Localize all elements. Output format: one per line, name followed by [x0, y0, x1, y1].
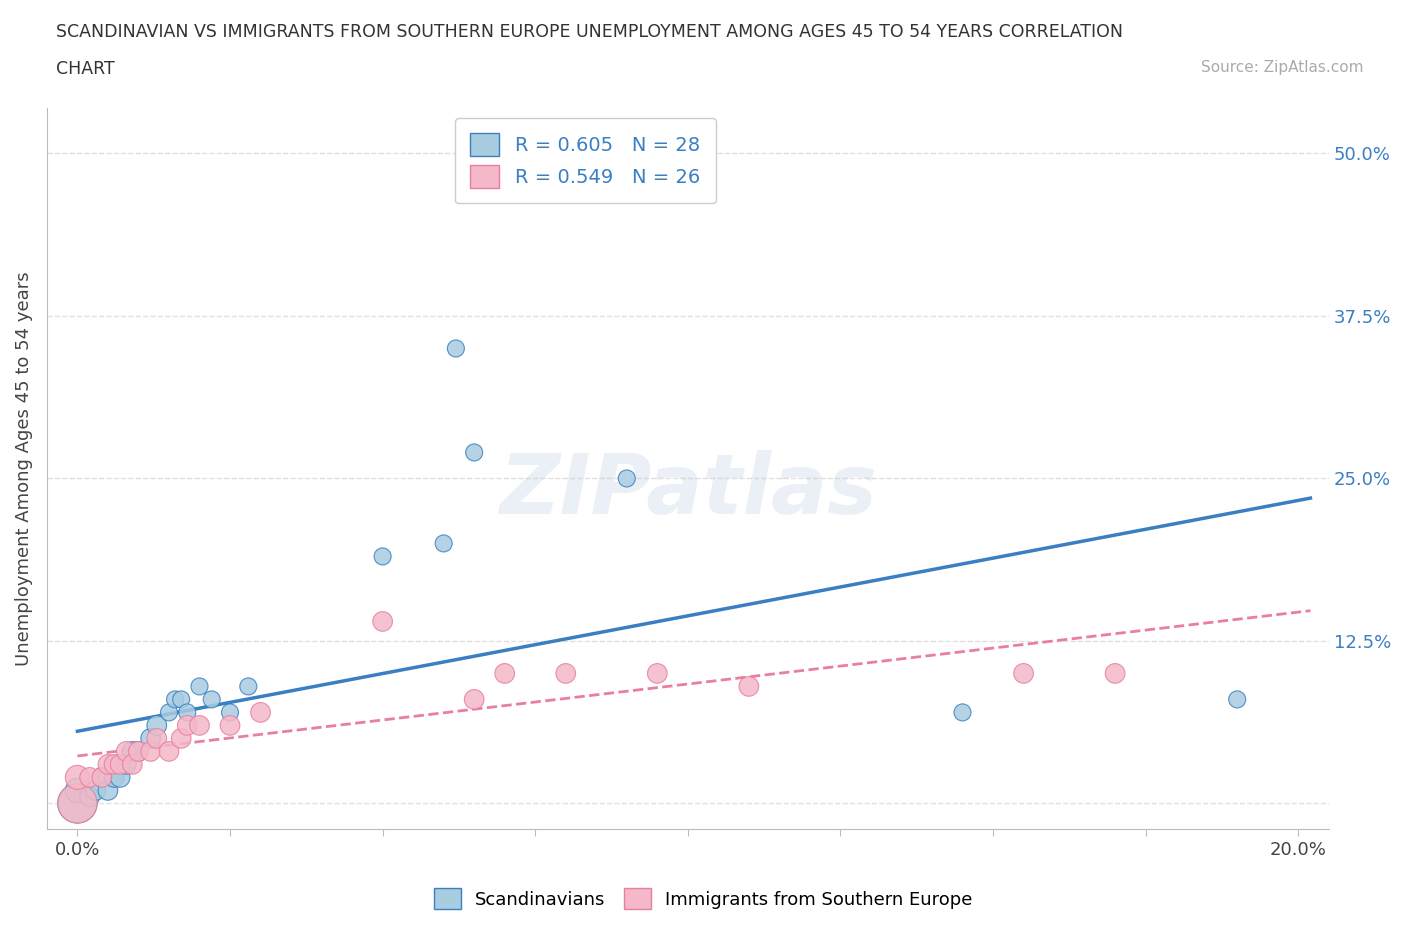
Point — [103, 757, 125, 772]
Point — [115, 744, 138, 759]
Point — [170, 731, 193, 746]
Point — [79, 770, 101, 785]
Point — [66, 796, 89, 811]
Point — [103, 770, 125, 785]
Point — [238, 679, 260, 694]
Point — [84, 783, 107, 798]
Point — [219, 705, 242, 720]
Point — [494, 666, 516, 681]
Point — [201, 692, 224, 707]
Point — [108, 757, 131, 772]
Point — [738, 679, 761, 694]
Point — [157, 705, 180, 720]
Point — [176, 705, 198, 720]
Point — [127, 744, 149, 759]
Point — [249, 705, 271, 720]
Point — [554, 666, 576, 681]
Point — [127, 744, 149, 759]
Point — [616, 471, 638, 485]
Point — [115, 757, 138, 772]
Point — [463, 445, 485, 460]
Point — [952, 705, 974, 720]
Point — [66, 796, 89, 811]
Point — [121, 757, 143, 772]
Point — [433, 536, 456, 551]
Point — [139, 744, 162, 759]
Point — [145, 718, 167, 733]
Text: CHART: CHART — [56, 60, 115, 78]
Point — [1104, 666, 1126, 681]
Y-axis label: Unemployment Among Ages 45 to 54 years: Unemployment Among Ages 45 to 54 years — [15, 272, 32, 666]
Point — [188, 718, 211, 733]
Point — [371, 549, 394, 564]
Point — [219, 718, 242, 733]
Point — [97, 757, 120, 772]
Text: ZIPatlas: ZIPatlas — [499, 450, 877, 531]
Point — [444, 341, 467, 356]
Point — [66, 770, 89, 785]
Point — [79, 790, 101, 804]
Point — [90, 770, 112, 785]
Point — [145, 731, 167, 746]
Legend: Scandinavians, Immigrants from Southern Europe: Scandinavians, Immigrants from Southern … — [426, 881, 980, 916]
Point — [90, 770, 112, 785]
Point — [97, 783, 120, 798]
Point — [165, 692, 187, 707]
Point — [463, 692, 485, 707]
Point — [371, 614, 394, 629]
Point — [647, 666, 669, 681]
Point — [1012, 666, 1035, 681]
Text: SCANDINAVIAN VS IMMIGRANTS FROM SOUTHERN EUROPE UNEMPLOYMENT AMONG AGES 45 TO 54: SCANDINAVIAN VS IMMIGRANTS FROM SOUTHERN… — [56, 23, 1123, 41]
Legend: R = 0.605   N = 28, R = 0.549   N = 26: R = 0.605 N = 28, R = 0.549 N = 26 — [454, 118, 716, 204]
Point — [170, 692, 193, 707]
Text: Source: ZipAtlas.com: Source: ZipAtlas.com — [1201, 60, 1364, 75]
Point — [66, 783, 89, 798]
Point — [188, 679, 211, 694]
Point — [139, 731, 162, 746]
Point — [121, 744, 143, 759]
Point — [157, 744, 180, 759]
Point — [1226, 692, 1249, 707]
Point — [108, 770, 131, 785]
Point — [176, 718, 198, 733]
